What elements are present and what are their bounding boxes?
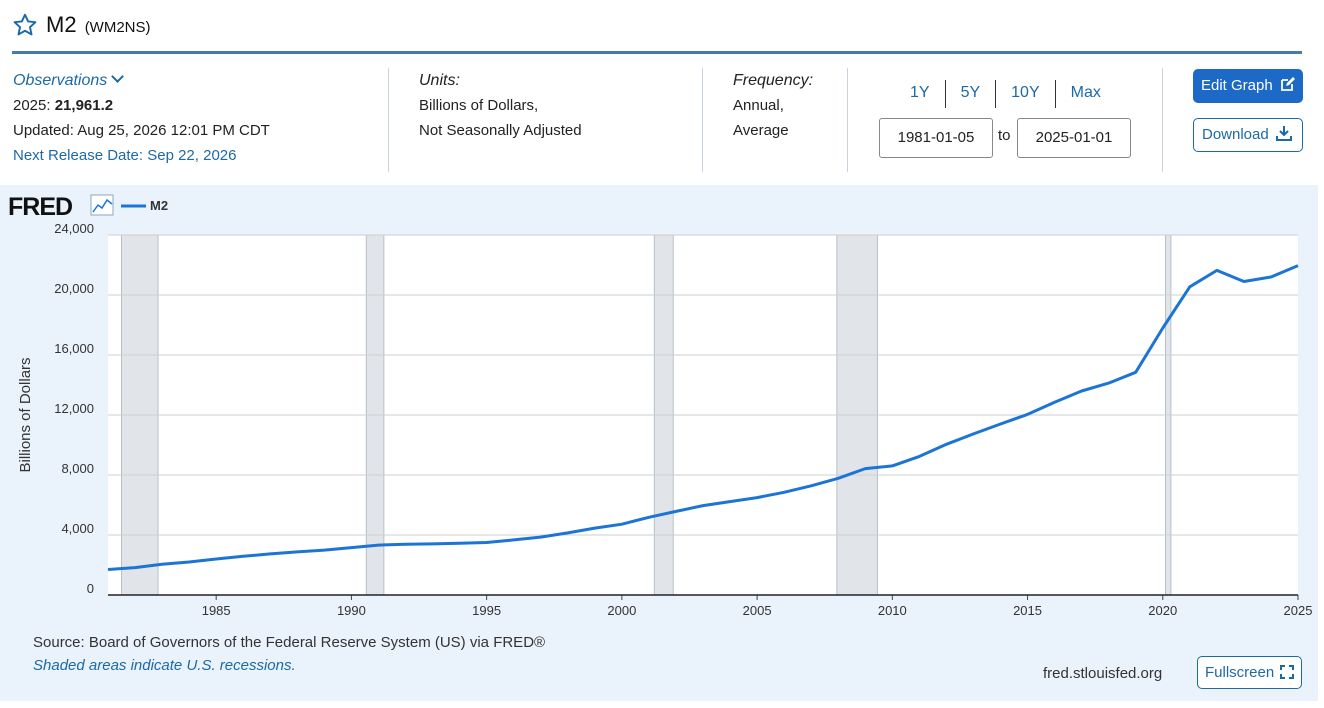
range-1y-button[interactable]: 1Y: [910, 84, 930, 101]
y-axis-label: Billions of Dollars: [17, 357, 34, 472]
to-label: to: [998, 127, 1011, 144]
x-tick-label: 2020: [1148, 603, 1177, 618]
y-tick-label: 4,000: [61, 521, 94, 536]
next-release-link[interactable]: Next Release Date: Sep 22, 2026: [13, 147, 237, 164]
range-max-button[interactable]: Max: [1054, 80, 1116, 108]
site-url: fred.stlouisfed.org: [1043, 665, 1163, 682]
units-label: Units:: [419, 72, 460, 89]
divider: [847, 68, 848, 172]
frequency-label: Frequency:: [733, 72, 814, 89]
grid-lines: [108, 234, 1298, 536]
m2-line-chart: 0 4,000 8,000 12,000 16,000 20,000 24,000 1985…: [8, 193, 1313, 618]
frequency-col: Frequency: Annual, Average: [733, 68, 813, 143]
x-tick-label: 1985: [202, 603, 231, 618]
observations-col: Observations 2025: 21,961.2 Updated: Aug…: [13, 68, 270, 168]
observations-dropdown[interactable]: Observations: [13, 68, 270, 93]
y-tick-label: 12,000: [54, 401, 94, 416]
x-tick-label: 1995: [472, 603, 501, 618]
edit-graph-label: Edit Graph: [1201, 77, 1273, 94]
updated-text: Updated: Aug 25, 2026 12:01 PM CDT: [13, 122, 270, 139]
recession-note: Shaded areas indicate U.S. recessions.: [33, 657, 296, 674]
series-code: (WM2NS): [84, 19, 151, 36]
frequency-line2: Average: [733, 122, 789, 139]
x-tick-label: 2010: [878, 603, 907, 618]
observations-label[interactable]: Observations: [13, 72, 108, 89]
series-info: Observations 2025: 21,961.2 Updated: Aug…: [0, 60, 1324, 180]
x-tick-label: 2015: [1013, 603, 1042, 618]
range-5y-button[interactable]: 5Y: [944, 80, 996, 108]
fullscreen-icon: [1280, 665, 1295, 679]
divider: [702, 68, 703, 172]
edit-graph-button[interactable]: Edit Graph: [1193, 69, 1303, 103]
latest-label: 2025:: [13, 97, 51, 114]
fullscreen-button[interactable]: Fullscreen: [1197, 656, 1302, 689]
range-10y-button[interactable]: 10Y: [995, 80, 1054, 108]
legend-label: M2: [150, 198, 168, 213]
chart-panel: 0 4,000 8,000 12,000 16,000 20,000 24,000 1985…: [0, 185, 1318, 701]
x-tick-label: 2005: [743, 603, 772, 618]
frequency-line1: Annual,: [733, 97, 784, 114]
source-text: Source: Board of Governors of the Federa…: [33, 634, 546, 651]
y-tick-label: 20,000: [54, 281, 94, 296]
end-date-input[interactable]: 2025-01-01: [1017, 118, 1131, 158]
y-tick-label: 8,000: [61, 461, 94, 476]
y-tick-label: 0: [87, 581, 94, 596]
units-line2: Not Seasonally Adjusted: [419, 122, 582, 139]
x-tick-label: 2025: [1284, 603, 1313, 618]
fred-logo: FRED: [8, 193, 72, 221]
divider: [388, 68, 389, 172]
y-axis-ticks: 0 4,000 8,000 12,000 16,000 20,000 24,000: [54, 221, 94, 596]
series-lines: [107, 264, 1299, 571]
x-tick-label: 1990: [337, 603, 366, 618]
series-line-m2: [107, 264, 1299, 571]
latest-value: 21,961.2: [54, 97, 114, 114]
fullscreen-label: Fullscreen: [1205, 664, 1275, 681]
units-col: Units: Billions of Dollars, Not Seasonal…: [419, 68, 582, 143]
download-icon: [1275, 126, 1292, 141]
series-title: M2: [46, 12, 77, 37]
divider: [1162, 68, 1163, 172]
x-axis-ticks: 1985 1990 1995 2000 2005 2010 2015 2020 2025: [202, 595, 1313, 618]
start-date-input[interactable]: 1981-01-05: [879, 118, 993, 158]
download-label: Download: [1202, 126, 1269, 143]
y-tick-label: 16,000: [54, 341, 94, 356]
chevron-down-icon[interactable]: [111, 70, 125, 83]
range-buttons: 1Y 5Y 10Y Max: [895, 80, 1116, 110]
page-title: M2 (WM2NS): [46, 12, 151, 38]
edit-icon: [1280, 77, 1295, 91]
download-button[interactable]: Download: [1193, 118, 1303, 152]
x-tick-label: 2000: [607, 603, 636, 618]
star-icon[interactable]: [12, 12, 38, 38]
y-tick-label: 24,000: [54, 221, 94, 236]
units-line1: Billions of Dollars,: [419, 97, 539, 114]
chart-trend-icon: [90, 194, 114, 216]
series-header: M2 (WM2NS): [12, 10, 1302, 54]
chart-legend: FRED M2: [8, 193, 168, 221]
